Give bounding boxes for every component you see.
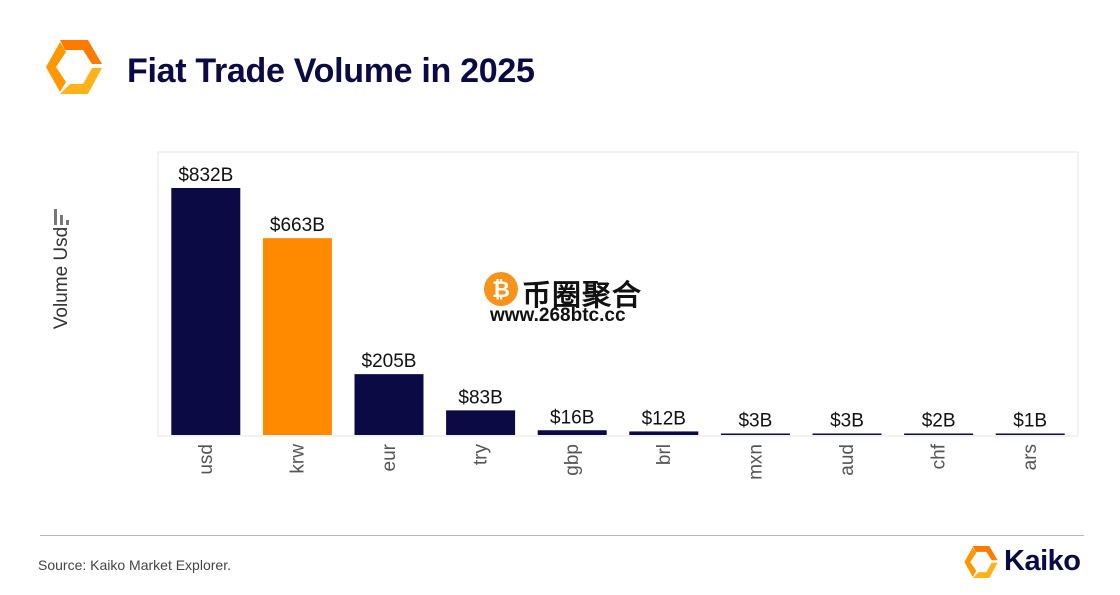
- source-note: Source: Kaiko Market Explorer.: [38, 557, 231, 573]
- data-label-krw: $663B: [270, 215, 325, 236]
- brand-mark: Kaiko: [962, 544, 1092, 580]
- bar-brl: [629, 431, 699, 435]
- bar-chart-icon: [54, 209, 69, 225]
- bar-usd: [171, 188, 241, 435]
- brand-name: Kaiko: [1004, 545, 1081, 577]
- kaiko-logo-icon: [46, 40, 102, 94]
- bar-ars: [995, 433, 1065, 435]
- x-tick-label-gbp: gbp: [562, 444, 583, 476]
- bitcoin-icon: ₿: [484, 272, 518, 306]
- bar-try: [446, 410, 516, 435]
- svg-text:₿: ₿: [492, 277, 510, 302]
- x-tick-label-usd: usd: [196, 444, 217, 475]
- data-label-ars: $1B: [1013, 411, 1047, 432]
- x-tick-label-mxn: mxn: [745, 444, 766, 480]
- x-tick-label-brl: brl: [654, 444, 675, 465]
- data-label-chf: $2B: [922, 411, 956, 432]
- x-tick-label-eur: eur: [379, 443, 400, 471]
- watermark-text: 币圈聚合: [522, 280, 643, 312]
- data-label-brl: $12B: [642, 408, 686, 429]
- x-tick-label-ars: ars: [1020, 444, 1041, 470]
- bar-gbp: [537, 430, 607, 435]
- watermark: ₿ 币圈聚合 www.268btc.cc: [482, 268, 652, 330]
- bar-mxn: [720, 433, 790, 435]
- bar-chf: [904, 433, 974, 435]
- data-label-gbp: $16B: [550, 407, 594, 428]
- data-label-usd: $832B: [178, 165, 233, 186]
- data-label-eur: $205B: [362, 351, 417, 372]
- bar-aud: [812, 433, 882, 435]
- x-tick-label-chf: chf: [929, 443, 950, 469]
- footer-divider: [40, 535, 1084, 536]
- bar-krw: [262, 238, 332, 435]
- plot-area-frame: [157, 151, 1079, 437]
- x-tick-label-try: try: [471, 444, 492, 466]
- data-label-mxn: $3B: [738, 411, 772, 432]
- data-label-try: $83B: [458, 387, 502, 408]
- x-tick-label-aud: aud: [837, 444, 858, 476]
- page-title: Fiat Trade Volume in 2025: [127, 52, 535, 90]
- data-label-aud: $3B: [830, 411, 864, 432]
- x-tick-label-krw: krw: [287, 444, 308, 474]
- bar-eur: [354, 374, 424, 435]
- watermark-url: www.268btc.cc: [490, 305, 626, 326]
- kaiko-logo-icon: [964, 545, 998, 579]
